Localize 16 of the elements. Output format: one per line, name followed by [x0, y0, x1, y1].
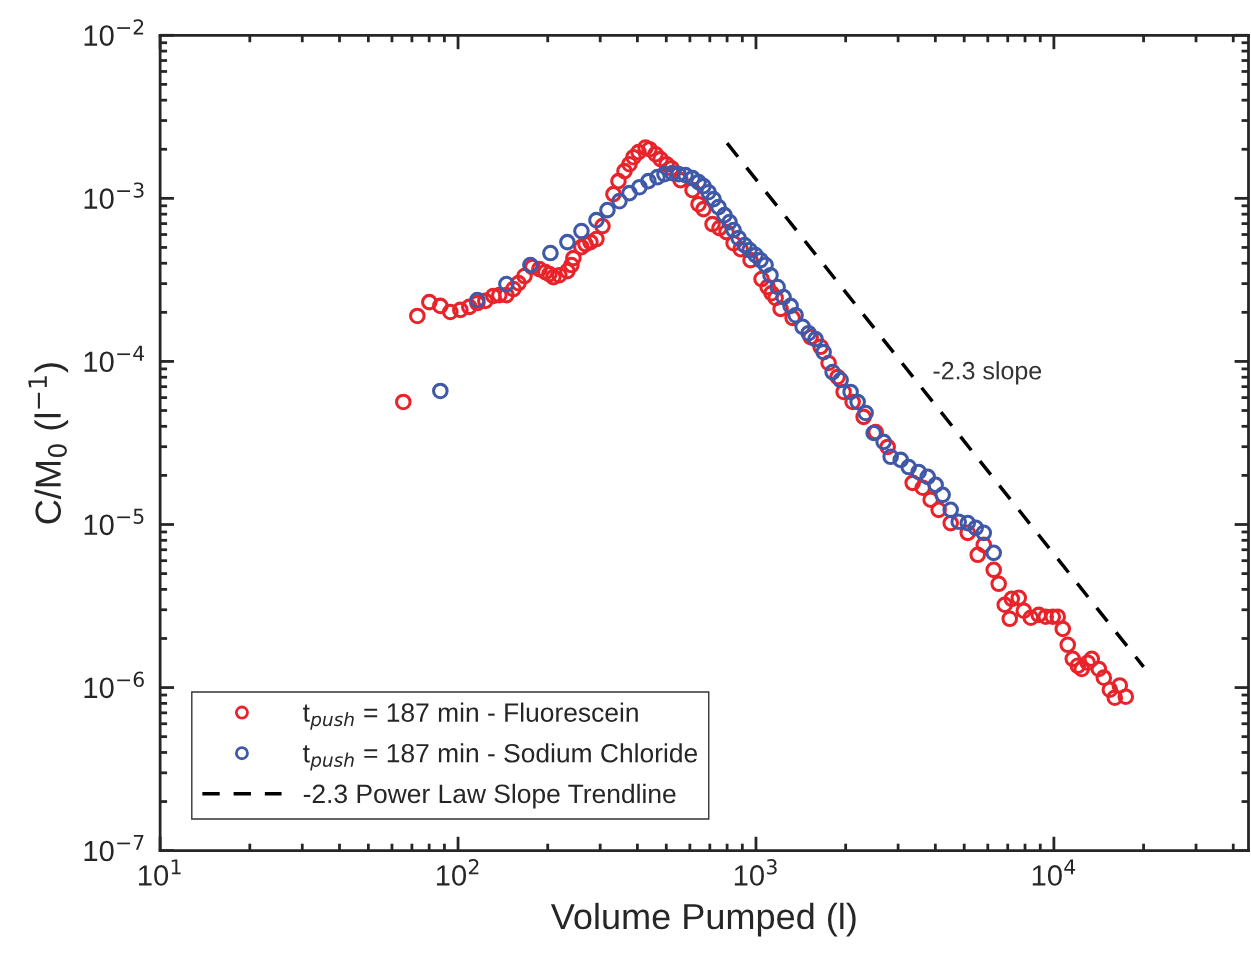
x-tick-label: 10$^{2}$	[436, 859, 479, 886]
y-tick-label: 10$^{−3}$	[84, 182, 144, 209]
y-tick-label: 10$^{−5}$	[84, 508, 144, 536]
annotation: -2.3 slope	[933, 361, 1042, 385]
y-tick-label: 10$^{−6}$	[84, 671, 144, 699]
y-tick-label: 10$^{−4}$	[84, 345, 145, 373]
x-tick-label: 10$^{4}$	[1032, 859, 1076, 886]
legend-label: t$_{push}$ = 187 min - Sodium Chloride	[303, 743, 698, 771]
legend-label: t$_{push}$ = 187 min - Fluorescein	[303, 702, 638, 730]
y-tick-label: 10$^{−2}$	[84, 19, 144, 46]
y-axis-title: C/M$_{0}$ (l$^{−1}$)	[28, 363, 69, 524]
y-tick-label: 10$^{−7}$	[84, 834, 144, 862]
x-tick-label: 10$^{1}$	[139, 859, 181, 886]
x-axis-title: Volume Pumped (l)	[550, 902, 856, 937]
legend-label: -2.3 Power Law Slope Trendline	[303, 783, 676, 809]
x-tick-label: 10$^{3}$	[734, 859, 777, 886]
